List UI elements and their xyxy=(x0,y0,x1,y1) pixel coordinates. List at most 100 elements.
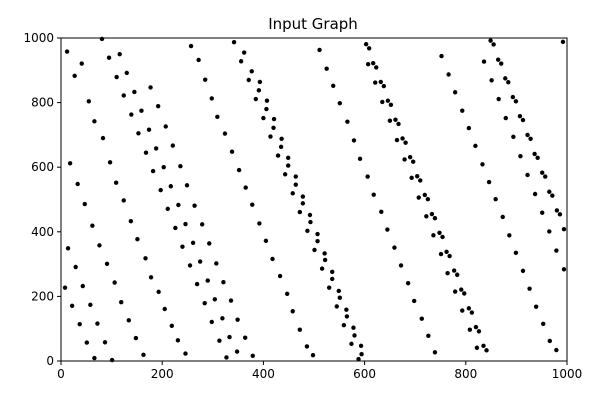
data-point xyxy=(486,179,492,185)
data-point xyxy=(300,194,306,199)
data-point xyxy=(284,291,290,297)
data-point xyxy=(207,241,212,246)
data-point xyxy=(415,174,420,179)
data-point xyxy=(561,227,567,232)
data-point xyxy=(305,228,310,234)
x-axis-ticks: 0 200 400 600 800 1000 xyxy=(57,361,582,381)
data-point xyxy=(387,118,393,123)
data-point xyxy=(112,280,117,285)
data-point xyxy=(124,70,129,76)
data-point xyxy=(190,240,196,245)
data-point xyxy=(64,49,70,54)
data-point xyxy=(163,124,168,129)
data-point xyxy=(455,272,460,277)
data-point xyxy=(513,99,519,104)
data-point xyxy=(261,115,266,121)
data-point xyxy=(341,322,347,328)
data-point xyxy=(194,281,200,287)
x-tick-label: 600 xyxy=(353,367,376,381)
data-point xyxy=(270,256,275,262)
x-tick-label: 1000 xyxy=(552,367,583,381)
data-point xyxy=(396,121,401,127)
x-tick-label: 400 xyxy=(252,367,275,381)
data-point xyxy=(535,155,540,161)
data-point xyxy=(100,135,106,141)
data-point xyxy=(496,96,501,102)
data-point xyxy=(503,115,508,121)
data-point xyxy=(312,247,317,253)
data-point xyxy=(249,69,254,74)
data-point xyxy=(540,170,545,175)
data-point xyxy=(392,245,397,250)
data-point xyxy=(202,300,207,306)
data-point xyxy=(425,196,431,202)
data-point xyxy=(69,303,75,308)
data-point xyxy=(227,334,232,340)
data-point xyxy=(77,321,82,327)
data-point xyxy=(215,114,220,120)
data-point xyxy=(541,321,546,327)
data-point xyxy=(445,270,450,276)
data-point xyxy=(319,266,325,271)
data-point xyxy=(324,66,329,71)
data-point xyxy=(547,229,552,234)
data-point xyxy=(358,343,364,349)
data-point xyxy=(114,74,119,80)
data-point xyxy=(180,244,185,249)
data-point xyxy=(462,291,467,296)
data-point xyxy=(503,76,508,81)
data-point xyxy=(363,41,369,47)
data-point xyxy=(560,39,566,45)
data-point xyxy=(473,143,478,149)
data-point xyxy=(480,162,485,167)
data-point xyxy=(234,349,240,354)
data-point xyxy=(366,46,372,51)
data-point xyxy=(349,341,354,347)
data-point xyxy=(212,297,218,302)
data-point xyxy=(528,136,533,141)
data-point xyxy=(158,187,163,193)
data-point xyxy=(277,273,283,279)
data-point xyxy=(196,57,201,63)
data-point xyxy=(304,344,310,349)
data-point xyxy=(153,146,159,151)
data-point xyxy=(126,318,131,323)
data-point xyxy=(550,193,555,198)
data-point xyxy=(242,335,248,340)
data-point xyxy=(129,112,134,117)
data-point xyxy=(466,125,472,131)
data-point xyxy=(491,42,496,47)
data-point xyxy=(217,338,222,343)
data-point xyxy=(554,208,560,213)
data-point xyxy=(438,251,444,257)
y-tick-label: 800 xyxy=(31,96,54,110)
data-point xyxy=(554,248,559,253)
data-point xyxy=(379,209,384,214)
data-point xyxy=(236,167,242,173)
data-point xyxy=(518,154,523,159)
data-point xyxy=(165,206,170,212)
data-point xyxy=(371,192,376,197)
data-point xyxy=(467,327,473,332)
data-point xyxy=(197,259,203,264)
plot-frame xyxy=(60,37,568,362)
data-point xyxy=(222,131,228,136)
data-point xyxy=(437,230,442,235)
data-point xyxy=(452,90,458,95)
data-point xyxy=(352,333,357,338)
data-point xyxy=(431,233,436,238)
data-point xyxy=(187,263,193,268)
data-points xyxy=(62,36,567,363)
data-point xyxy=(507,233,512,238)
data-point xyxy=(282,172,288,177)
data-point xyxy=(224,355,229,360)
data-point xyxy=(403,140,408,145)
data-point xyxy=(136,131,141,136)
data-point xyxy=(117,51,122,57)
data-point xyxy=(143,150,149,155)
data-point xyxy=(243,185,248,190)
data-point xyxy=(95,321,100,326)
y-tick-label: 0 xyxy=(46,354,54,368)
